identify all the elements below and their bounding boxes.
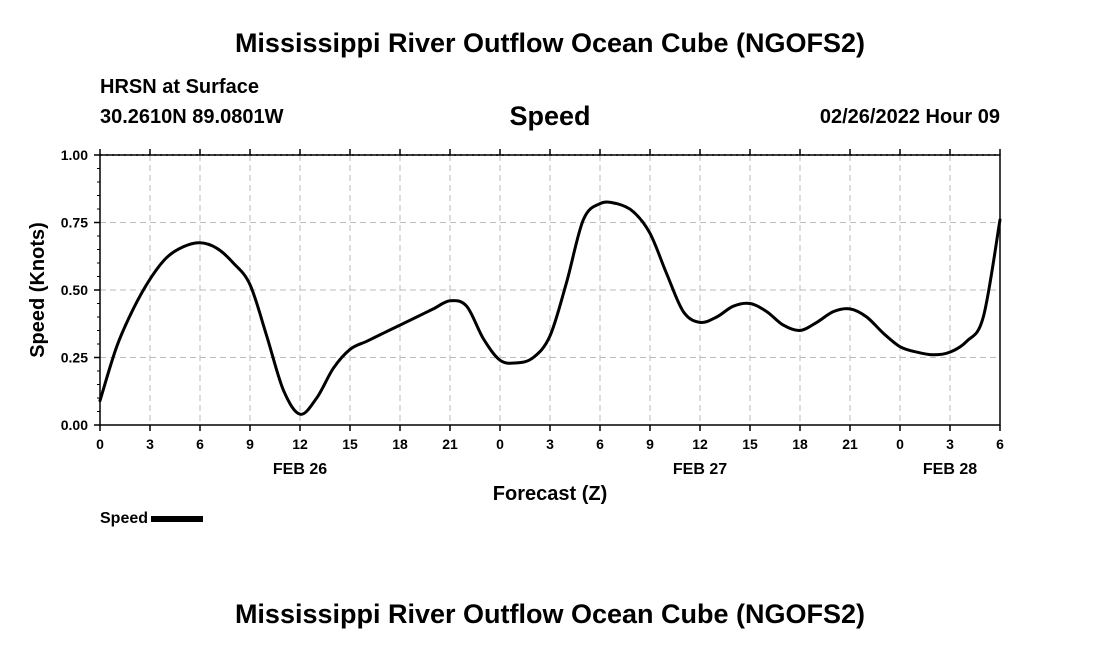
x-tick-label: 3 bbox=[146, 436, 154, 452]
x-tick-label: 21 bbox=[842, 436, 858, 452]
date-label: FEB 28 bbox=[923, 461, 977, 478]
y-tick-label: 0.75 bbox=[61, 215, 88, 231]
x-tick-label: 0 bbox=[96, 436, 104, 452]
y-tick-label: 1.00 bbox=[61, 147, 88, 163]
x-tick-label: 12 bbox=[292, 436, 308, 452]
x-tick-label: 15 bbox=[742, 436, 758, 452]
x-axis: 0 3 6 9 12 15 18 21 0 3 6 9 12 15 18 21 0 3 6 bbox=[96, 149, 1004, 452]
grid bbox=[100, 154, 1000, 426]
timestamp-label: 02/26/2022 Hour 09 bbox=[819, 106, 1000, 128]
footer-title: Mississippi River Outflow Ocean Cube (NG… bbox=[234, 599, 866, 629]
legend-label: Speed bbox=[100, 510, 149, 527]
date-labels: FEB 26 FEB 27 FEB 28 bbox=[273, 461, 977, 478]
y-tick-label: 0.00 bbox=[61, 417, 88, 433]
speed-series-line bbox=[98, 200, 1002, 416]
coordinates-label: 30.2610N 89.0801W bbox=[100, 106, 284, 128]
x-tick-label: 6 bbox=[596, 436, 604, 452]
legend-swatch bbox=[151, 515, 204, 522]
x-tick-label: 18 bbox=[392, 436, 408, 452]
y-tick-label: 0.25 bbox=[61, 350, 88, 366]
speed-chart: 0.00 0.25 0.50 0.75 1.00 0 3 6 9 12 15 18 21 0 3 6 9 12 1… bbox=[27, 147, 1004, 505]
chart-title: Speed bbox=[509, 101, 591, 131]
figure-title: Mississippi River Outflow Ocean Cube (NG… bbox=[234, 28, 866, 58]
x-tick-label: 9 bbox=[246, 436, 254, 452]
x-tick-label: 3 bbox=[546, 436, 554, 452]
y-axis-label: Speed (Knots) bbox=[27, 222, 49, 358]
x-tick-label: 0 bbox=[496, 436, 504, 452]
x-axis-label: Forecast (Z) bbox=[493, 483, 607, 505]
x-tick-label: 6 bbox=[996, 436, 1004, 452]
x-tick-label: 3 bbox=[946, 436, 954, 452]
date-label: FEB 27 bbox=[673, 461, 727, 478]
y-axis: 0.00 0.25 0.50 0.75 1.00 bbox=[61, 147, 100, 433]
x-tick-label: 9 bbox=[646, 436, 654, 452]
x-tick-label: 18 bbox=[792, 436, 808, 452]
x-tick-label: 15 bbox=[342, 436, 358, 452]
y-tick-label: 0.50 bbox=[61, 282, 88, 298]
x-tick-label: 6 bbox=[196, 436, 204, 452]
date-label: FEB 26 bbox=[273, 461, 327, 478]
x-tick-label: 12 bbox=[692, 436, 708, 452]
legend: Speed bbox=[100, 510, 204, 528]
x-tick-label: 21 bbox=[442, 436, 458, 452]
x-tick-label: 0 bbox=[896, 436, 904, 452]
station-label: HRSN at Surface bbox=[100, 76, 259, 98]
